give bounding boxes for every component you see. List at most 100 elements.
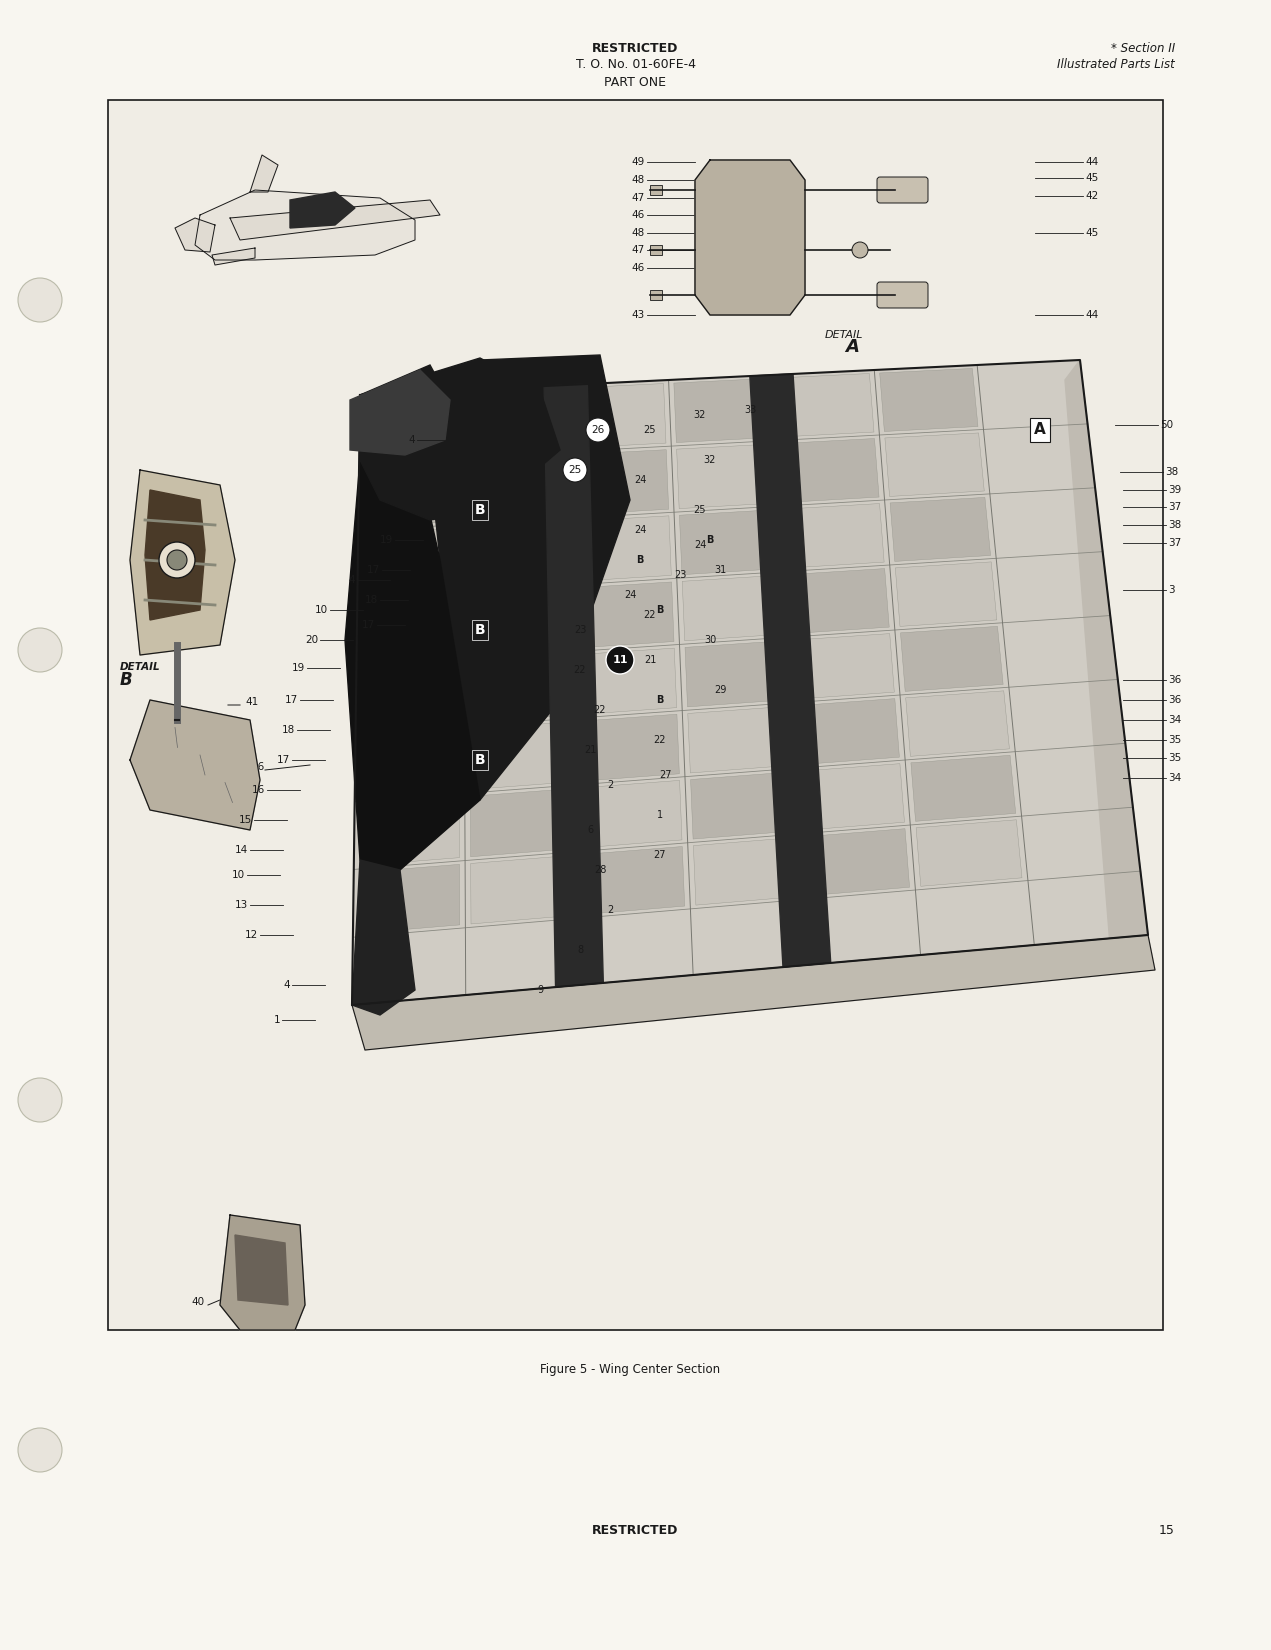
Polygon shape (582, 846, 685, 914)
Polygon shape (805, 828, 910, 896)
Text: 5: 5 (464, 409, 470, 421)
Circle shape (852, 243, 868, 257)
Text: 34: 34 (1168, 714, 1181, 724)
Polygon shape (890, 497, 990, 561)
Text: T. O. No. 01-60FE-4: T. O. No. 01-60FE-4 (576, 58, 695, 71)
Text: B: B (656, 606, 663, 615)
Text: 17: 17 (285, 695, 297, 705)
Polygon shape (801, 764, 905, 830)
Text: 10: 10 (231, 870, 245, 879)
Text: 17: 17 (367, 564, 380, 574)
Text: 4: 4 (283, 980, 290, 990)
Text: 38: 38 (1166, 467, 1178, 477)
Polygon shape (130, 470, 235, 655)
Text: 17: 17 (362, 620, 375, 630)
Text: 14: 14 (235, 845, 248, 855)
Polygon shape (900, 627, 1003, 691)
Text: 22: 22 (573, 665, 586, 675)
FancyBboxPatch shape (877, 177, 928, 203)
Text: 42: 42 (1085, 191, 1098, 201)
Polygon shape (468, 389, 562, 454)
FancyBboxPatch shape (877, 282, 928, 309)
Polygon shape (750, 375, 831, 967)
Text: B: B (474, 752, 486, 767)
Text: 11: 11 (613, 655, 628, 665)
Polygon shape (578, 714, 679, 780)
Text: 24: 24 (624, 591, 637, 601)
Polygon shape (360, 729, 459, 799)
Text: 45: 45 (1085, 228, 1098, 238)
Polygon shape (360, 358, 561, 520)
Text: 48: 48 (632, 228, 644, 238)
Text: 22: 22 (643, 610, 656, 620)
Text: 9: 9 (536, 985, 543, 995)
Text: 39: 39 (1168, 485, 1181, 495)
Polygon shape (1065, 360, 1148, 945)
Polygon shape (780, 439, 880, 503)
Polygon shape (352, 860, 416, 1015)
Polygon shape (544, 384, 604, 987)
Polygon shape (880, 368, 977, 431)
Text: 4: 4 (348, 574, 355, 586)
Text: 20: 20 (305, 635, 318, 645)
Text: 1: 1 (273, 1015, 280, 1025)
Text: 23: 23 (674, 569, 686, 581)
Text: 47: 47 (632, 244, 644, 256)
Text: DETAIL: DETAIL (825, 330, 863, 340)
Text: 24: 24 (634, 525, 646, 535)
Polygon shape (789, 569, 890, 634)
Text: 44: 44 (1085, 310, 1098, 320)
Text: B: B (474, 624, 486, 637)
Polygon shape (469, 455, 563, 521)
Polygon shape (695, 160, 805, 315)
Text: 22: 22 (594, 705, 606, 714)
Circle shape (167, 549, 187, 569)
Circle shape (18, 277, 62, 322)
Bar (108, 101, 1163, 1330)
Polygon shape (694, 838, 797, 906)
Text: 29: 29 (714, 685, 726, 695)
Text: B: B (119, 672, 132, 690)
Text: 1: 1 (657, 810, 663, 820)
Polygon shape (360, 797, 460, 866)
Text: 34: 34 (1168, 772, 1181, 784)
Text: PART ONE: PART ONE (605, 76, 666, 89)
Polygon shape (194, 190, 416, 261)
Text: 27: 27 (653, 850, 666, 860)
Polygon shape (130, 700, 261, 830)
Polygon shape (360, 365, 460, 480)
Text: 18: 18 (365, 596, 377, 606)
Polygon shape (220, 1214, 305, 1330)
Bar (649, 185, 662, 195)
Polygon shape (576, 582, 674, 648)
Text: 44: 44 (1085, 157, 1098, 167)
Text: 16: 16 (252, 762, 264, 772)
Text: 2: 2 (606, 780, 613, 790)
Text: 32: 32 (704, 455, 716, 465)
Bar (710, 239, 791, 295)
Text: B: B (707, 535, 714, 544)
Polygon shape (352, 936, 1155, 1049)
Polygon shape (577, 648, 676, 714)
Polygon shape (784, 503, 885, 568)
Polygon shape (916, 820, 1022, 886)
Circle shape (586, 417, 610, 442)
Circle shape (563, 459, 587, 482)
Text: 31: 31 (714, 564, 726, 574)
Text: 23: 23 (573, 625, 586, 635)
Text: 25: 25 (568, 465, 582, 475)
Text: 46: 46 (632, 262, 644, 272)
Polygon shape (230, 200, 440, 239)
Polygon shape (430, 355, 630, 800)
Polygon shape (895, 563, 996, 627)
Text: 19: 19 (380, 535, 393, 544)
Text: 43: 43 (632, 310, 644, 320)
Circle shape (18, 1077, 62, 1122)
Bar (710, 170, 791, 224)
Polygon shape (470, 723, 569, 790)
Text: 12: 12 (245, 931, 258, 940)
Text: 24: 24 (634, 475, 646, 485)
Text: * Section II: * Section II (1111, 41, 1174, 54)
Text: 38: 38 (1168, 520, 1181, 530)
Text: Illustrated Parts List: Illustrated Parts List (1057, 58, 1174, 71)
